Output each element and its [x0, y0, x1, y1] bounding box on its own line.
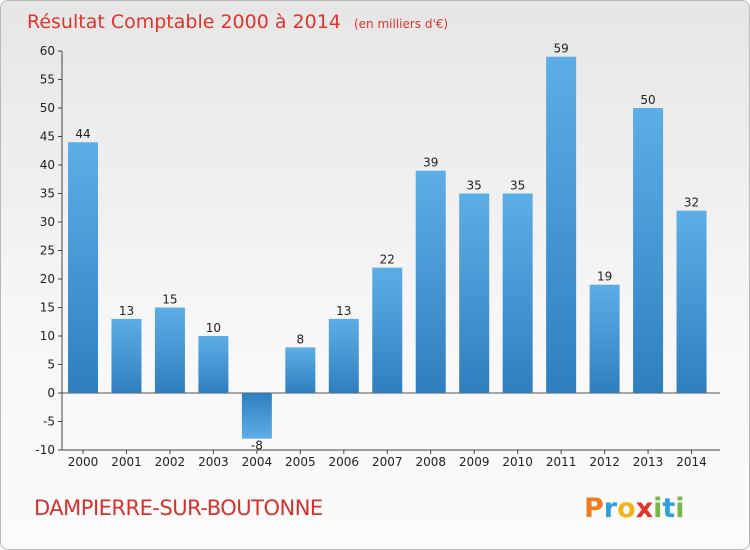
bar-value-label: 35	[510, 179, 525, 193]
bar	[154, 307, 185, 393]
logo-letter: r	[604, 493, 618, 524]
x-tick-label: 2013	[633, 455, 664, 469]
bar	[502, 193, 533, 393]
bars: 44 13 15 10 -8 8 13 22 39 35 35 59 19 50 32	[68, 42, 707, 453]
y-tick-label: 45	[40, 130, 55, 144]
x-tick-label: 2008	[415, 455, 446, 469]
x-tick-label: 2003	[198, 455, 229, 469]
y-tick-label: 30	[40, 215, 55, 229]
chart-title: Résultat Comptable 2000 à 2014	[27, 11, 341, 33]
x-tick-label: 2011	[546, 455, 577, 469]
chart-subtitle: (en milliers d'€)	[354, 17, 448, 31]
bar	[285, 347, 316, 393]
y-tick-label: 55	[40, 73, 55, 87]
x-tick-label: 2000	[68, 455, 99, 469]
proxiti-logo: Proxiti	[584, 493, 685, 524]
bar-value-label: 59	[553, 42, 568, 56]
y-tick-label: 10	[40, 329, 55, 343]
bar-value-label: 22	[380, 253, 395, 267]
x-tick-label: 2001	[111, 455, 142, 469]
x-tick-label: 2014	[676, 455, 707, 469]
y-tick-label: -10	[35, 443, 55, 457]
x-tick-label: 2010	[502, 455, 533, 469]
logo-letter: i	[653, 493, 662, 524]
bar-value-label: 13	[336, 304, 351, 318]
bar-value-label: -8	[251, 439, 263, 453]
x-tick-label: 2009	[459, 455, 490, 469]
x-tick-label: 2006	[329, 455, 360, 469]
y-tick-label: 40	[40, 158, 55, 172]
x-tick-label: 2002	[155, 455, 186, 469]
bar	[546, 56, 577, 393]
bar	[372, 267, 403, 393]
bar	[676, 210, 707, 393]
y-tick-label: 35	[40, 187, 55, 201]
bar	[111, 318, 142, 393]
logo-letter: o	[617, 493, 636, 524]
logo-letter: x	[636, 493, 653, 524]
y-tick-label: 15	[40, 301, 55, 315]
logo-letter: t	[662, 493, 675, 524]
bar	[328, 318, 359, 393]
y-tick-label: 25	[40, 244, 55, 258]
bar-value-label: 44	[75, 127, 90, 141]
y-tick-label: 60	[40, 44, 55, 58]
bar-value-label: 19	[597, 270, 612, 284]
bar	[589, 284, 620, 393]
bar-value-label: 50	[640, 93, 655, 107]
x-tick-label: 2012	[589, 455, 620, 469]
bar-value-label: 39	[423, 156, 438, 170]
y-tick-label: -5	[43, 415, 55, 429]
x-tick-label: 2005	[285, 455, 316, 469]
bar-value-label: 15	[162, 293, 177, 307]
svg-text:Résultat Comptable 2000 à 2014: Résultat Comptable 2000 à 2014 (en milli…	[27, 11, 448, 33]
bar	[459, 193, 490, 393]
logo-letter: P	[584, 493, 604, 524]
bar-value-label: 35	[467, 179, 482, 193]
x-tick-label: 2007	[372, 455, 403, 469]
x-tick-label: 2004	[242, 455, 273, 469]
bar	[415, 170, 446, 393]
y-tick-label: 0	[47, 386, 55, 400]
bar-value-label: 13	[119, 304, 134, 318]
bar-value-label: 10	[206, 321, 221, 335]
bar-value-label: 32	[684, 196, 699, 210]
y-tick-label: 20	[40, 272, 55, 286]
bar	[241, 393, 272, 439]
logo-letter: i	[675, 493, 684, 524]
bar-value-label: 8	[297, 332, 305, 346]
bar	[198, 336, 229, 393]
y-tick-label: 50	[40, 101, 55, 115]
bar	[633, 108, 664, 393]
commune-name: DAMPIERRE-SUR-BOUTONNE	[34, 496, 323, 520]
y-tick-label: 5	[47, 358, 55, 372]
bar	[68, 142, 98, 393]
